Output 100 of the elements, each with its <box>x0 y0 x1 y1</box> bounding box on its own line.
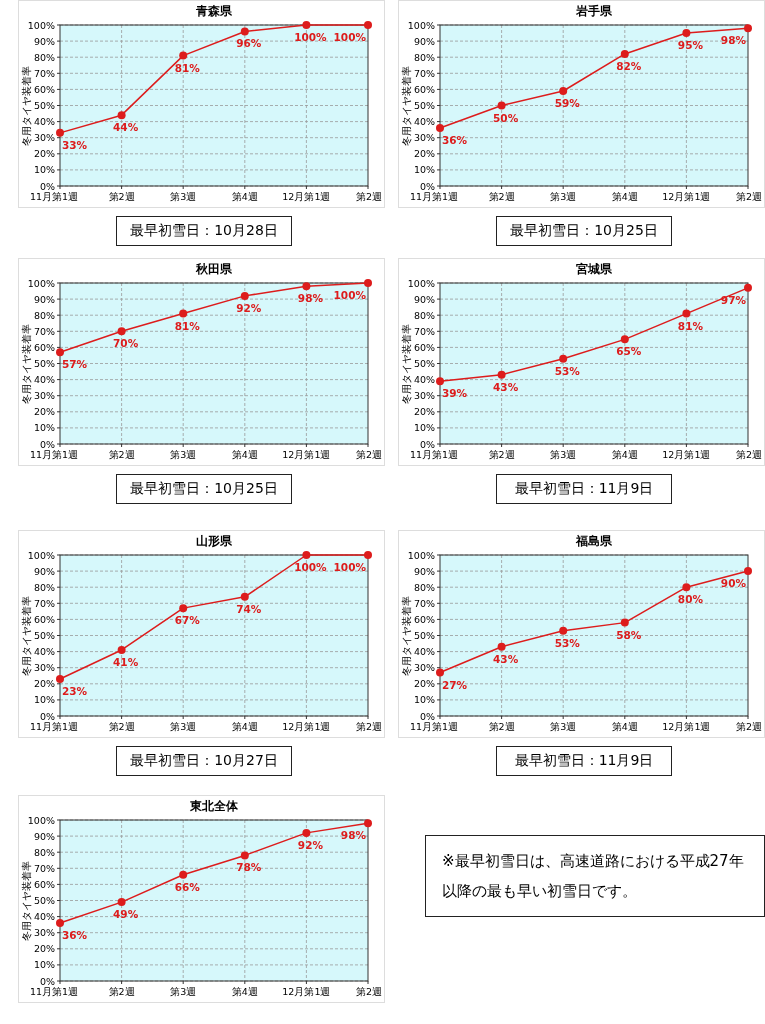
y-tick-label: 50% <box>413 100 435 111</box>
y-tick-label: 20% <box>33 678 55 690</box>
x-tick-label: 11月第1週 <box>30 191 79 202</box>
y-tick-label: 20% <box>33 943 55 955</box>
y-tick-label: 50% <box>413 630 435 641</box>
y-tick-label: 10% <box>33 164 55 176</box>
data-label: 43% <box>493 652 519 665</box>
point <box>364 551 372 559</box>
point <box>56 919 64 928</box>
data-label: 100% <box>333 31 367 43</box>
x-tick-label: 第2週 <box>355 191 382 202</box>
point <box>744 24 752 33</box>
text: 最早初雪日：11月9日 <box>496 746 672 776</box>
text: 最早初雪日：10月25日 <box>116 474 292 504</box>
data-label: 53% <box>554 364 581 377</box>
x-tick-label: 第4週 <box>231 191 258 202</box>
x-tick-label: 第3週 <box>550 449 577 460</box>
point <box>682 29 691 38</box>
y-tick-label: 50% <box>413 358 435 369</box>
y-tick-label: 0% <box>419 438 435 450</box>
point <box>436 668 444 677</box>
point <box>179 309 188 318</box>
data-label: 58% <box>616 628 642 641</box>
y-tick-label: 60% <box>33 341 55 353</box>
y-tick-label: 20% <box>413 148 435 160</box>
x-tick-label: 11月第1週 <box>410 449 459 460</box>
data-label: 53% <box>554 636 581 649</box>
data-label: 81% <box>174 61 201 74</box>
y-tick-label: 60% <box>413 83 435 95</box>
point <box>497 370 506 379</box>
y-tick-label: 40% <box>33 911 55 923</box>
x-tick-label: 12月第1週 <box>282 721 331 732</box>
y-tick-label: 80% <box>413 51 435 63</box>
y-tick-label: 70% <box>33 325 55 337</box>
x-tick-label: 第2週 <box>355 721 382 732</box>
y-tick-label: 40% <box>33 374 55 386</box>
data-label: 70% <box>113 337 139 350</box>
y-tick-label: 90% <box>413 35 435 47</box>
y-tick-label: 30% <box>33 390 55 402</box>
x-tick-label: 第3週 <box>170 191 197 202</box>
point <box>240 291 249 300</box>
data-label: 97% <box>720 293 747 306</box>
data-label: 49% <box>113 908 139 921</box>
y-tick-label: 70% <box>33 597 55 609</box>
data-label: 98% <box>297 292 324 305</box>
point <box>117 898 126 907</box>
data-label: 33% <box>62 138 88 151</box>
point <box>56 674 64 683</box>
data-label: 59% <box>554 97 581 110</box>
y-tick-label: 60% <box>33 878 55 890</box>
data-label: 82% <box>616 59 642 72</box>
y-tick-label: 70% <box>33 67 55 79</box>
y-tick-label: 90% <box>33 35 55 47</box>
x-tick-label: 第2週 <box>488 191 515 202</box>
data-label: 78% <box>236 861 262 874</box>
point <box>240 592 249 601</box>
y-tick-label: 60% <box>33 83 55 95</box>
y-tick-label: 100% <box>27 814 55 826</box>
point <box>117 645 126 654</box>
x-tick-label: 第3週 <box>550 191 577 202</box>
y-tick-label: 100% <box>27 19 55 31</box>
y-axis-title: 冬用タイヤ装着率 <box>21 595 32 676</box>
point <box>240 27 249 36</box>
y-tick-label: 90% <box>413 565 435 577</box>
y-tick-label: 40% <box>33 116 55 128</box>
data-label: 36% <box>62 929 88 942</box>
data-label: 44% <box>113 121 139 134</box>
data-label: 81% <box>677 319 704 332</box>
y-tick-label: 80% <box>33 581 55 593</box>
x-tick-label: 11月第1週 <box>30 449 79 460</box>
data-label: 74% <box>236 602 262 615</box>
point <box>744 567 752 576</box>
point <box>497 101 506 110</box>
x-tick-label: 11月第1週 <box>30 986 79 997</box>
y-tick-label: 90% <box>413 293 435 305</box>
x-tick-label: 12月第1週 <box>662 449 711 460</box>
data-label: 98% <box>720 34 747 47</box>
y-tick-label: 30% <box>33 662 55 674</box>
chart-title: 秋田県 <box>195 262 233 276</box>
chart-title: 青森県 <box>195 4 233 18</box>
y-tick-label: 100% <box>27 277 55 289</box>
data-label: 81% <box>174 319 201 332</box>
y-tick-label: 80% <box>33 309 55 321</box>
text: 最早初雪日：10月28日 <box>116 216 292 246</box>
point <box>436 124 444 133</box>
point <box>364 279 372 287</box>
y-tick-label: 20% <box>33 406 55 418</box>
y-tick-label: 50% <box>33 630 55 641</box>
data-label: 90% <box>720 577 747 590</box>
y-tick-label: 70% <box>413 325 435 337</box>
y-tick-label: 0% <box>39 975 55 987</box>
x-tick-label: 第2週 <box>108 721 135 732</box>
y-tick-label: 10% <box>33 959 55 971</box>
y-tick-label: 30% <box>413 132 435 144</box>
point <box>302 282 311 291</box>
point <box>117 327 126 336</box>
x-tick-label: 第2週 <box>355 449 382 460</box>
y-tick-label: 100% <box>407 277 435 289</box>
y-tick-label: 20% <box>413 678 435 690</box>
data-label: 57% <box>62 358 88 371</box>
